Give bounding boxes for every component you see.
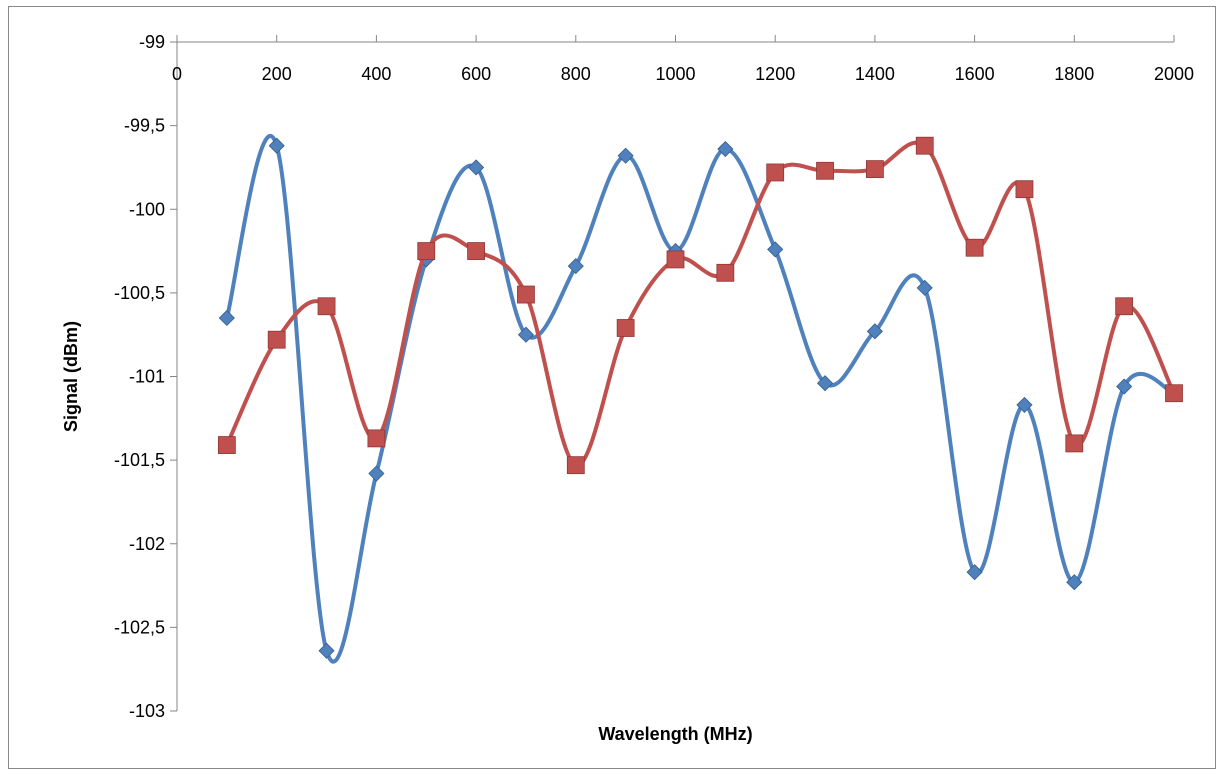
x-tick-label: 1800 (1054, 64, 1094, 84)
x-tick-label: 2000 (1154, 64, 1194, 84)
x-tick-label: 1400 (855, 64, 895, 84)
data-point (766, 163, 785, 182)
data-point (467, 242, 486, 260)
data-point (916, 279, 933, 296)
data-point (1066, 574, 1083, 591)
data-point (767, 241, 784, 258)
axes (170, 35, 1175, 712)
data-point (318, 642, 335, 659)
x-tick-label: 200 (262, 64, 292, 84)
y-tick-label: -102,5 (114, 617, 165, 637)
data-point (317, 297, 336, 316)
data-point (965, 238, 984, 257)
series-1 (218, 133, 1183, 664)
data-point (616, 319, 635, 337)
series-group (217, 133, 1183, 664)
data-point (666, 250, 685, 269)
x-tick-label: 800 (561, 64, 591, 84)
y-tick-label: -99 (139, 32, 165, 52)
data-point (368, 465, 385, 482)
y-tick-label: -99,5 (124, 116, 165, 136)
x-tick-label: 1000 (655, 64, 695, 84)
y-tick-label: -103 (129, 701, 165, 721)
data-point (267, 330, 286, 349)
y-tick-label: -101 (129, 367, 165, 387)
x-axis-title: Wavelength (MHz) (598, 724, 752, 744)
data-point (816, 161, 834, 180)
data-point (1015, 180, 1034, 199)
y-tick-label: -100,5 (114, 283, 165, 303)
data-point (1165, 384, 1183, 403)
line-chart: -99 -99,5 -100 -100,5 -101 -101,5 -102 -102,5 -1… (61, 32, 1194, 744)
data-point (866, 323, 883, 340)
data-point (1065, 434, 1084, 453)
data-point (816, 375, 834, 392)
data-point (367, 429, 386, 448)
x-tick-label: 1600 (955, 64, 995, 84)
data-point (567, 258, 584, 275)
chart-area: -99 -99,5 -100 -100,5 -101 -101,5 -102 -102,5 -1… (8, 6, 1216, 769)
data-point (468, 159, 485, 176)
y-tick-label: -101,5 (114, 450, 165, 470)
series-2 (217, 136, 1183, 475)
data-point (866, 160, 884, 179)
data-point (417, 242, 436, 260)
data-point (217, 436, 236, 454)
data-point (218, 309, 235, 327)
data-point (566, 456, 585, 475)
data-point (1115, 297, 1134, 316)
x-tick-labels: 0 200 400 600 800 1000 1200 1400 1600 1800 2000 (172, 64, 1194, 84)
y-tick-labels: -99 -99,5 -100 -100,5 -101 -101,5 -102 -102,5 -1… (114, 32, 165, 721)
x-tick-label: 0 (172, 64, 182, 84)
x-tick-label: 1200 (755, 64, 795, 84)
data-point (517, 326, 535, 343)
data-point (915, 136, 934, 155)
data-point (617, 147, 634, 164)
y-tick-label: -100 (129, 199, 165, 219)
y-tick-label: -102 (129, 534, 165, 554)
y-axis-title: Signal (dBm) (61, 321, 81, 432)
data-point (966, 564, 983, 581)
data-point (717, 140, 734, 158)
x-tick-label: 600 (461, 64, 491, 84)
x-tick-label: 400 (361, 64, 391, 84)
data-point (716, 263, 735, 282)
data-point (517, 285, 535, 304)
data-point (1116, 378, 1133, 395)
data-point (1016, 396, 1033, 413)
data-point (268, 137, 285, 154)
